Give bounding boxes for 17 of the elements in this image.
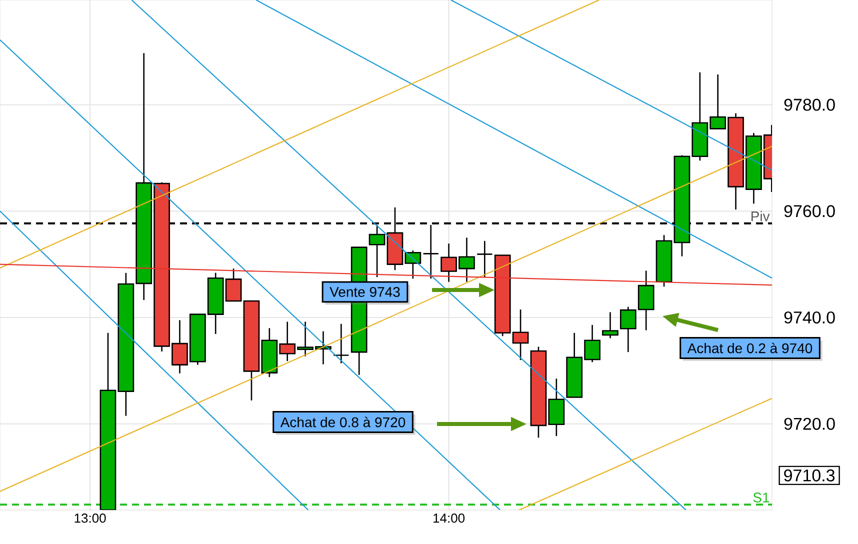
ref-line-label: Piv	[752, 211, 770, 222]
annotation: Achat de 0.2 à 9740	[687, 342, 812, 354]
y-tick-label: 9710.3	[784, 469, 835, 482]
y-tick-label: 9720.0	[784, 418, 835, 430]
x-tick-label: 14:00	[434, 514, 465, 523]
y-tick-label: 9740.0	[784, 311, 835, 324]
y-tick-label: 9780.0	[784, 98, 835, 111]
candlestick	[368, 224, 386, 278]
annotation: Achat de 0.8 à 9720	[280, 416, 406, 428]
candlestick	[602, 312, 618, 339]
candlestick	[332, 323, 350, 364]
y-tick-label: 9760.0	[784, 205, 835, 218]
candlestick	[422, 224, 440, 280]
x-tick-label: 13:00	[74, 514, 106, 523]
annotation: Vente 9743	[330, 287, 400, 297]
ref-line-label: S1	[753, 492, 770, 502]
candlestick	[476, 240, 493, 278]
